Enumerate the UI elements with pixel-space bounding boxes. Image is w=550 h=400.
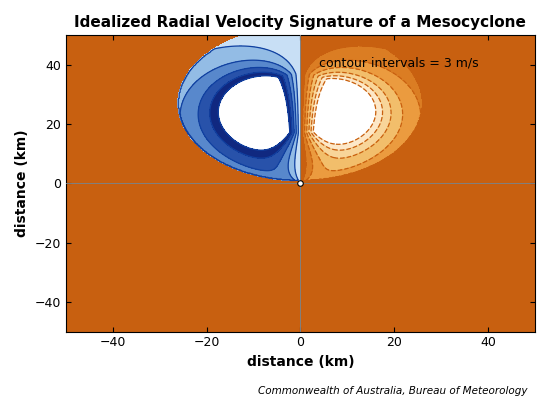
Text: contour intervals = 3 m/s: contour intervals = 3 m/s xyxy=(319,56,479,69)
Text: Commonwealth of Australia, Bureau of Meteorology: Commonwealth of Australia, Bureau of Met… xyxy=(258,386,528,396)
Y-axis label: distance (km): distance (km) xyxy=(15,130,29,237)
X-axis label: distance (km): distance (km) xyxy=(246,355,354,369)
Title: Idealized Radial Velocity Signature of a Mesocyclone: Idealized Radial Velocity Signature of a… xyxy=(74,15,526,30)
